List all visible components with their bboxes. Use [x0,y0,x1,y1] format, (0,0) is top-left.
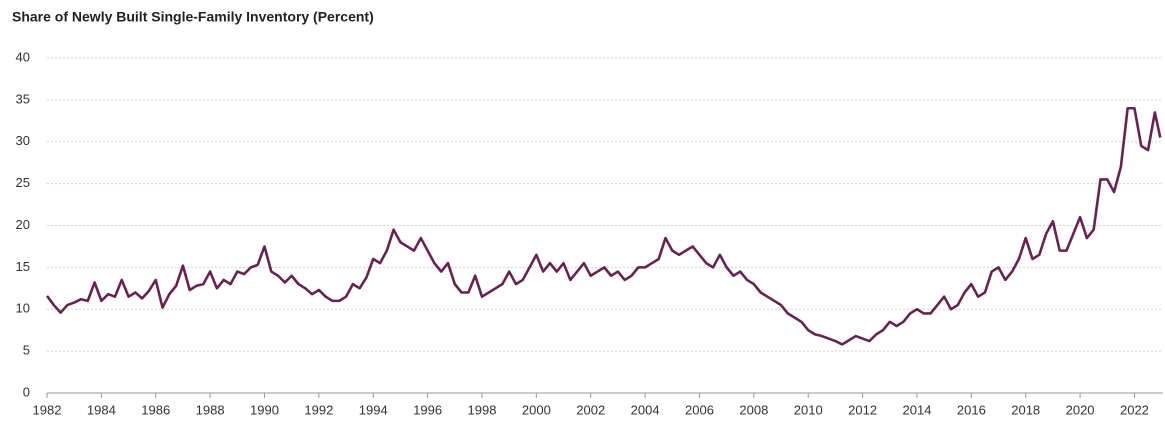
x-tick-label: 2006 [685,402,714,417]
x-tick-label: 1986 [141,402,170,417]
y-tick-label: 5 [23,343,30,358]
chart-title: Share of Newly Built Single-Family Inven… [12,9,374,25]
y-tick-label: 15 [16,259,30,274]
x-tick-label: 2002 [576,402,605,417]
x-tick-label: 2014 [903,402,932,417]
y-tick-label: 35 [16,91,30,106]
y-tick-label: 10 [16,301,30,316]
x-tick-label: 2022 [1120,402,1149,417]
x-tick-label: 2004 [631,402,660,417]
x-tick-label: 2018 [1011,402,1040,417]
x-tick-label: 1998 [468,402,497,417]
y-tick-label: 0 [23,384,30,399]
x-tick-label: 2012 [848,402,877,417]
y-tick-label: 30 [16,133,30,148]
x-tick-label: 1982 [33,402,62,417]
x-tick-label: 1984 [87,402,116,417]
x-tick-label: 1994 [359,402,388,417]
data-line [45,106,1162,346]
y-tick-label: 40 [16,49,30,64]
x-tick-label: 2000 [522,402,551,417]
x-tick-label: 1990 [250,402,279,417]
x-tick-label: 1996 [413,402,442,417]
x-tick-label: 1988 [196,402,225,417]
y-tick-label: 25 [16,175,30,190]
x-tick-label: 2020 [1066,402,1095,417]
x-tick-label: 1992 [304,402,333,417]
x-tick-label: 2016 [957,402,986,417]
x-tick-label: 2010 [794,402,823,417]
y-tick-label: 20 [16,217,30,232]
x-tick-label: 2008 [739,402,768,417]
